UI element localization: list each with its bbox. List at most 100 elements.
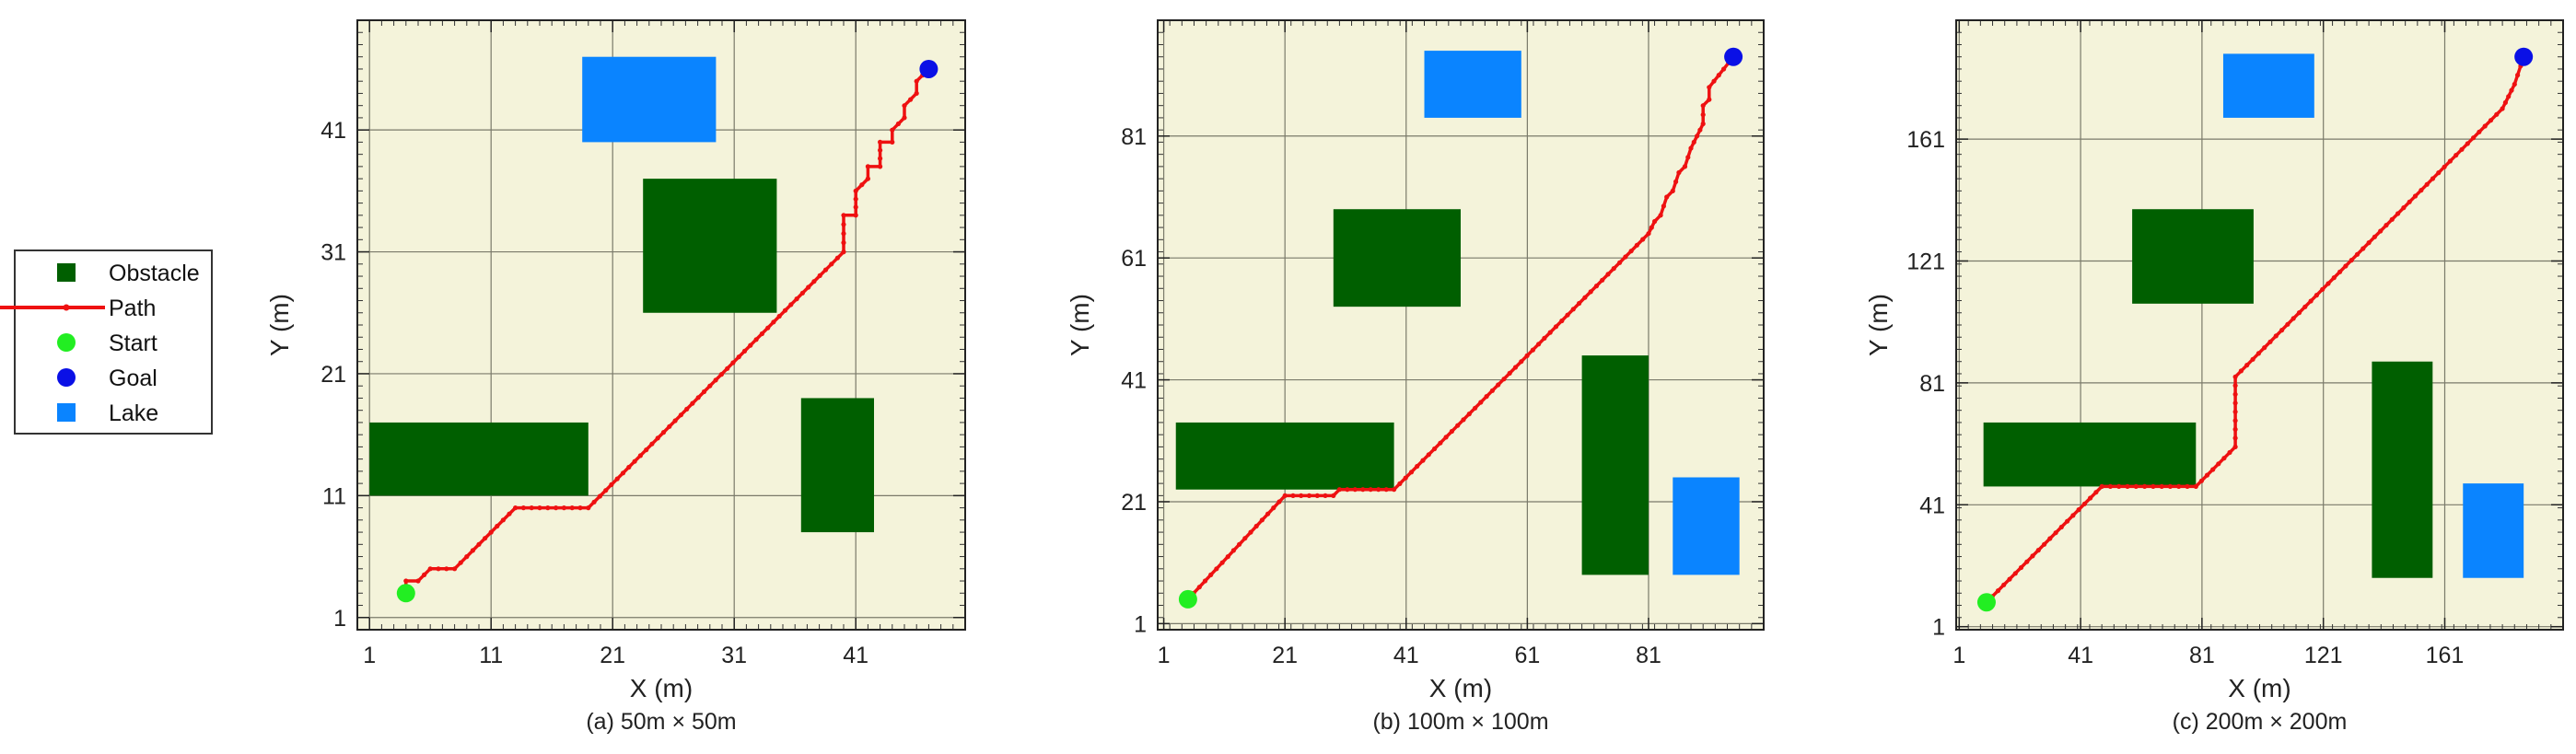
- path-point: [2401, 205, 2407, 211]
- path-point: [1577, 300, 1582, 307]
- path-point: [415, 578, 421, 584]
- y-axis-label: Y (m): [265, 294, 294, 356]
- path-point: [1219, 560, 1225, 565]
- lake: [2222, 53, 2314, 118]
- panel-caption: (b) 100m × 100m: [1372, 709, 1548, 735]
- path-point: [2007, 576, 2012, 582]
- path-point: [1214, 566, 1219, 572]
- path-point: [458, 560, 463, 565]
- obstacle: [2132, 209, 2254, 304]
- obstacle: [1333, 209, 1461, 307]
- path-point: [834, 255, 841, 261]
- path-point: [1611, 266, 1616, 272]
- legend-path-label: Path: [109, 296, 156, 321]
- y-tick-label: 61: [1121, 246, 1147, 272]
- obstacle: [2372, 361, 2433, 578]
- x-tick-label: 81: [2189, 643, 2215, 668]
- path-point: [2107, 483, 2113, 490]
- path-point: [1403, 475, 1408, 481]
- path-point: [1420, 458, 1426, 463]
- path-point: [853, 204, 858, 210]
- path-point: [1415, 463, 1420, 470]
- path-point: [1995, 588, 2001, 594]
- path-point: [2159, 483, 2164, 490]
- lake: [2463, 483, 2524, 578]
- path-point: [1408, 470, 1415, 475]
- path-point: [577, 505, 583, 511]
- y-tick-label: 41: [321, 118, 346, 144]
- path-point: [890, 139, 895, 145]
- x-tick-label: 21: [600, 643, 625, 668]
- path-point: [1259, 517, 1265, 523]
- path-point: [2378, 228, 2384, 234]
- path-point: [626, 464, 632, 470]
- path-point: [1397, 481, 1403, 487]
- x-tick-label: 1: [1158, 643, 1171, 668]
- plot-background: [1158, 20, 1764, 630]
- path-point: [841, 240, 846, 246]
- path-point: [2308, 298, 2314, 304]
- path-point: [1478, 400, 1484, 405]
- path-point: [1542, 335, 1547, 341]
- path-point: [707, 383, 713, 389]
- y-tick-label: 31: [321, 240, 346, 266]
- y-tick-label: 81: [1121, 124, 1147, 150]
- path-point: [841, 213, 846, 218]
- path-point: [2459, 146, 2465, 152]
- path-point: [1196, 585, 1202, 590]
- path-point: [690, 400, 695, 406]
- plot-frame: [1955, 19, 2564, 631]
- path-point: [817, 273, 822, 278]
- path-point: [2384, 223, 2389, 228]
- path-point: [1345, 487, 1350, 493]
- path-point: [1600, 277, 1605, 283]
- path-point: [2366, 240, 2372, 246]
- path-point: [1634, 242, 1639, 248]
- path-point: [678, 412, 684, 418]
- path-point: [895, 121, 902, 127]
- path-point: [2185, 483, 2190, 490]
- path-point: [444, 566, 449, 572]
- path-point: [2506, 94, 2512, 99]
- path-point: [2395, 211, 2401, 216]
- plot-frame: [356, 19, 966, 631]
- path-point: [1652, 218, 1658, 225]
- path-point: [1489, 388, 1495, 393]
- path-point: [2232, 426, 2238, 432]
- path-point: [1519, 359, 1524, 365]
- path-point: [2320, 286, 2325, 292]
- path-point: [701, 389, 707, 395]
- path-point: [2354, 251, 2360, 257]
- path-point: [1438, 440, 1443, 446]
- panel-2: 1 21 41 61 81 1 21 41 61 81 X (m) Y (m) (b) 100m × 1…: [1066, 19, 1765, 735]
- y-tick-label: 1: [1932, 615, 1945, 641]
- path-point: [632, 458, 637, 464]
- path-point: [1553, 324, 1559, 330]
- path-point: [464, 554, 470, 560]
- path-point: [2232, 374, 2238, 379]
- path-point: [1565, 312, 1570, 318]
- path-point: [2442, 164, 2447, 169]
- path-point: [554, 505, 559, 511]
- path-point: [1331, 493, 1336, 499]
- path-point: [1237, 541, 1242, 547]
- path-point: [2331, 275, 2337, 281]
- obstacle: [643, 179, 777, 313]
- path-point: [603, 488, 609, 493]
- legend-box: [14, 249, 213, 435]
- path-point: [2500, 106, 2505, 111]
- path-point: [2024, 559, 2030, 564]
- x-tick-label: 81: [1636, 643, 1661, 668]
- legend-path-dot: [63, 304, 70, 311]
- y-tick-label: 21: [321, 362, 346, 388]
- path-point: [2198, 478, 2204, 483]
- path-point: [2296, 310, 2302, 316]
- path-point: [2221, 456, 2227, 461]
- path-point: [1661, 203, 1666, 209]
- y-tick-label: 161: [1906, 127, 1945, 153]
- path-point: [2419, 188, 2424, 193]
- y-tick-label: 1: [1134, 611, 1147, 637]
- path-point: [1496, 382, 1501, 388]
- path-point: [597, 493, 603, 499]
- legend-obstacle-marker: [57, 263, 76, 282]
